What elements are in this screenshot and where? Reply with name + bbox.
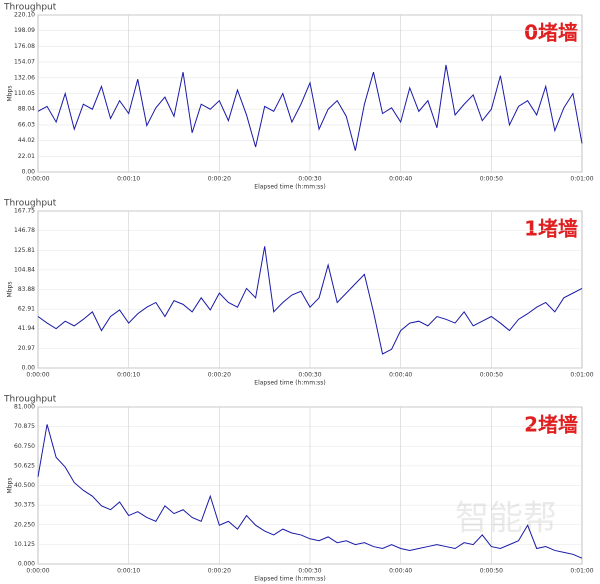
- y-tick-label: 167.75: [14, 208, 35, 215]
- chart-title: Throughput: [3, 199, 57, 209]
- x-tick-label: 0:00:30: [298, 568, 321, 575]
- y-tick-label: 88.04: [18, 106, 35, 113]
- y-tick-label: 0.00: [22, 365, 36, 372]
- annotation: 1堵墙: [524, 217, 578, 241]
- x-tick-label: 0:00:40: [389, 568, 412, 575]
- y-tick-label: 81.000: [14, 404, 35, 411]
- y-tick-label: 40.500: [14, 482, 35, 489]
- y-tick-label: 104.84: [14, 266, 35, 273]
- x-tick-label: 0:00:10: [117, 372, 140, 379]
- x-tick-label: 0:00:40: [389, 372, 412, 379]
- y-tick-label: 125.81: [14, 247, 35, 254]
- series-line: [37, 64, 583, 151]
- x-tick-label: 0:00:50: [480, 372, 503, 379]
- x-tick-label: 0:00:00: [26, 372, 49, 379]
- y-tick-label: 30.375: [14, 502, 35, 509]
- x-tick-label: 0:00:30: [298, 176, 321, 183]
- y-tick-label: 176.08: [14, 43, 35, 50]
- y-axis-label: Mbps: [7, 478, 14, 494]
- y-tick-label: 20.250: [14, 521, 35, 528]
- series-line: [37, 246, 583, 355]
- x-tick-label: 0:00:30: [298, 372, 321, 379]
- y-tick-label: 41.94: [18, 325, 35, 332]
- x-tick-label: 0:00:10: [117, 176, 140, 183]
- y-axis-label: Mbps: [7, 282, 14, 298]
- x-tick-label: 0:01:00: [570, 176, 593, 183]
- y-tick-label: 60.750: [14, 443, 35, 450]
- x-tick-label: 0:00:40: [389, 176, 412, 183]
- watermark: 智能帮: [455, 499, 557, 539]
- y-tick-label: 22.01: [18, 153, 35, 160]
- annotation: 2堵墙: [524, 413, 578, 437]
- y-tick-label: 110.05: [14, 90, 35, 97]
- x-tick-label: 0:01:00: [570, 372, 593, 379]
- y-tick-label: 70.875: [14, 423, 35, 430]
- x-tick-label: 0:00:20: [208, 568, 231, 575]
- chart-title: Throughput: [3, 395, 57, 405]
- x-tick-label: 0:01:00: [570, 568, 593, 575]
- y-tick-label: 66.03: [18, 121, 35, 128]
- y-tick-label: 50.625: [14, 462, 35, 469]
- y-tick-label: 154.07: [14, 59, 35, 66]
- x-axis-label: Elapsed time (h:mm:ss): [254, 576, 325, 583]
- x-tick-label: 0:00:50: [480, 176, 503, 183]
- x-tick-label: 0:00:20: [208, 372, 231, 379]
- y-tick-label: 146.78: [14, 227, 35, 234]
- x-tick-label: 0:00:20: [208, 176, 231, 183]
- x-tick-label: 0:00:10: [117, 568, 140, 575]
- x-axis-label: Elapsed time (h:mm:ss): [254, 380, 325, 387]
- y-tick-label: 0.00: [22, 169, 36, 176]
- x-tick-label: 0:00:50: [480, 568, 503, 575]
- y-tick-label: 220.10: [14, 12, 35, 19]
- y-tick-label: 62.91: [18, 306, 35, 313]
- x-tick-label: 0:00:00: [26, 176, 49, 183]
- y-tick-label: 132.06: [14, 74, 35, 81]
- y-tick-label: 198.09: [14, 27, 35, 34]
- y-tick-label: 0.000: [18, 561, 35, 568]
- y-tick-label: 10.125: [14, 541, 35, 548]
- chart-title: Throughput: [3, 3, 57, 13]
- annotation: 0堵墙: [524, 21, 578, 45]
- x-axis-label: Elapsed time (h:mm:ss): [254, 184, 325, 191]
- y-tick-label: 83.88: [18, 286, 35, 293]
- x-tick-label: 0:00:00: [26, 568, 49, 575]
- y-tick-label: 44.02: [18, 137, 35, 144]
- y-tick-label: 20.97: [18, 345, 35, 352]
- series-line: [37, 424, 583, 559]
- y-axis-label: Mbps: [7, 86, 14, 102]
